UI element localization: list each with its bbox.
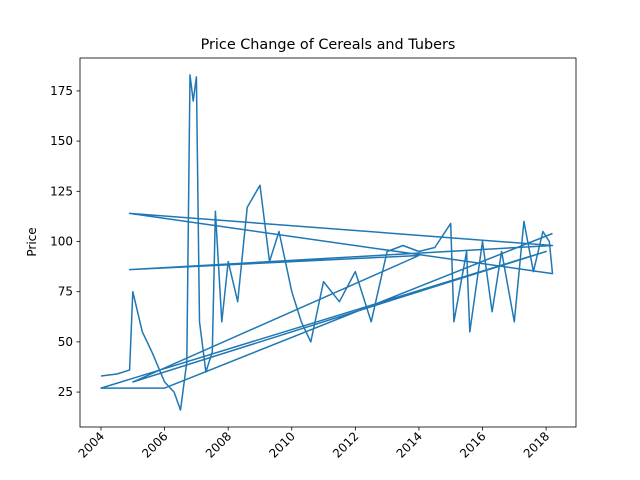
chart-title: Price Change of Cereals and Tubers bbox=[201, 37, 456, 53]
data-line bbox=[100, 74, 554, 411]
y-tick-label: 75 bbox=[58, 285, 73, 299]
y-tick-label: 175 bbox=[50, 84, 73, 98]
y-tick-label: 50 bbox=[58, 335, 73, 349]
plot-frame bbox=[79, 57, 577, 428]
y-tick-label: 25 bbox=[58, 385, 73, 399]
y-axis-label: Price bbox=[25, 227, 39, 256]
y-tick-label: 150 bbox=[50, 134, 73, 148]
y-tick-label: 100 bbox=[50, 234, 73, 248]
y-tick-label: 125 bbox=[50, 184, 73, 198]
